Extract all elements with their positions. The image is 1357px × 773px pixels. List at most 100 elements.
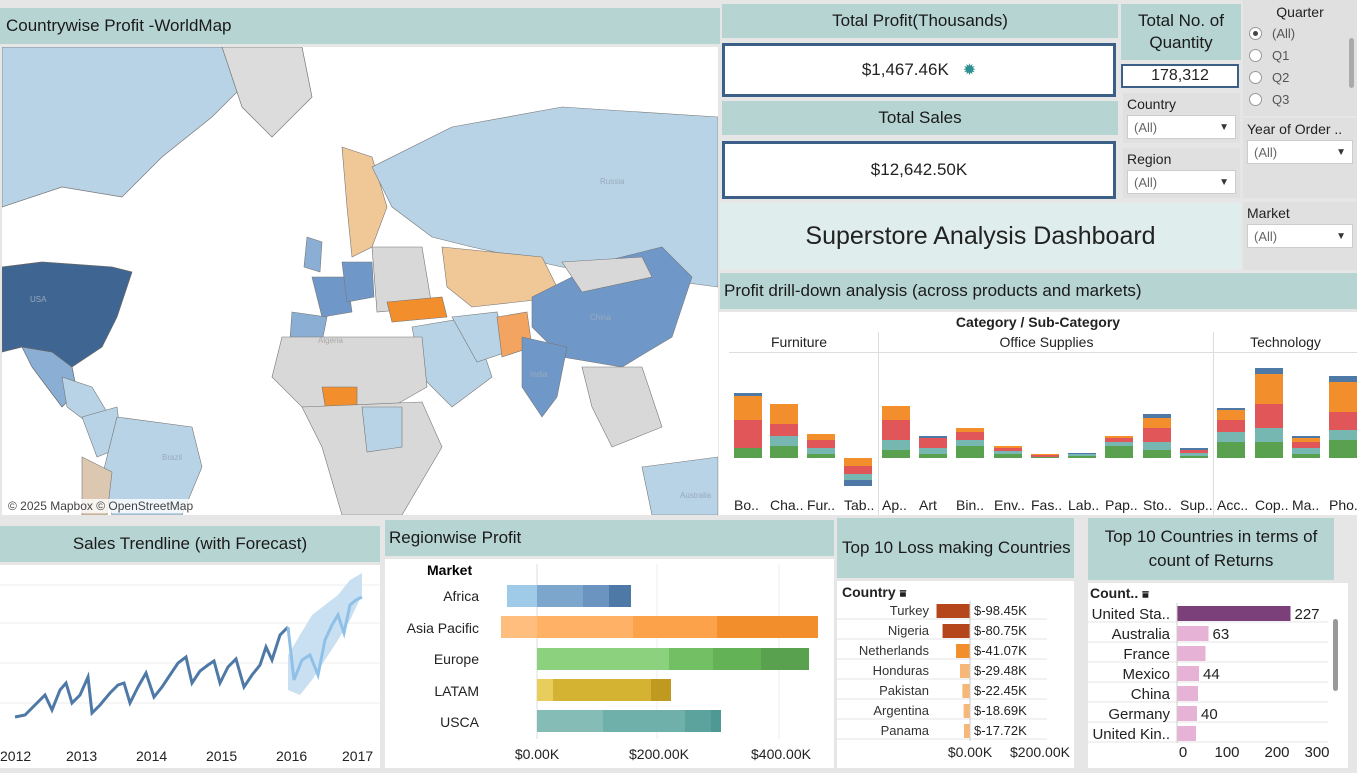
map-region-australia [641, 456, 718, 515]
year-dropdown[interactable]: (All) ▼ [1247, 140, 1353, 164]
market-filter: Market (All) ▼ [1243, 202, 1357, 270]
loss-value-0: $-98.45K [974, 603, 1027, 618]
loss-value-5: $-18.69K [974, 703, 1027, 718]
quarter-option-q1[interactable]: Q1 [1243, 44, 1357, 66]
dashboard-title: Superstore Analysis Dashboard [720, 203, 1241, 269]
returns-tick-1: 100 [1214, 744, 1239, 761]
map-label-usa: USA [30, 295, 47, 304]
returns-scrollbar[interactable] [1333, 619, 1338, 691]
subcat-label-1: Cha.. [770, 497, 803, 513]
total-profit-value: $1,467.46K [861, 60, 949, 79]
quarter-option-q3[interactable]: Q3 [1243, 88, 1357, 110]
quarter-option-all[interactable]: (All) [1243, 22, 1357, 44]
quarter-filter-label: Quarter [1276, 4, 1324, 20]
loss-tick-1: $200.00K [1010, 744, 1071, 760]
loss-bar-3 [959, 664, 970, 678]
returns-country-1: Australia [1112, 626, 1171, 643]
subcat-label-14: Cop.. [1255, 497, 1288, 513]
subcat-label-11: Sto.. [1143, 497, 1172, 513]
returns-bar-4 [1177, 686, 1198, 701]
map-label-australia: Australia [680, 491, 712, 500]
year-filter: Year of Order .. (All) ▼ [1243, 118, 1357, 198]
market-label-europe: Europe [434, 651, 479, 667]
forecast-line [286, 595, 363, 681]
returns-column-header[interactable]: Count.. ⩸ [1090, 585, 1149, 601]
country-dropdown[interactable]: (All) ▼ [1127, 115, 1236, 139]
returns-country-6: United Kin.. [1092, 726, 1170, 743]
returns-chart[interactable]: Count.. ⩸ United Sta.. 227 Australia 63 Fran… [1088, 583, 1348, 768]
map-label-china: China [590, 313, 611, 322]
subcat-label-4: Ap.. [882, 497, 907, 513]
returns-country-2: France [1123, 646, 1170, 663]
map-region-kazakhstan [441, 246, 563, 308]
subcat-label-7: Env.. [994, 497, 1025, 513]
region-dropdown[interactable]: (All) ▼ [1127, 170, 1236, 194]
quarter-filter: Quarter (All) Q1 Q2 Q3 [1243, 0, 1357, 116]
drill-bar-16 [1329, 376, 1357, 458]
returns-country-4: China [1131, 686, 1171, 703]
bar-asia-pacific [501, 616, 818, 638]
subcat-label-13: Acc.. [1217, 497, 1248, 513]
loss-country-3: Honduras [873, 663, 930, 678]
sort-icon[interactable]: ⩸ [899, 588, 907, 600]
returns-value-3: 44 [1203, 666, 1220, 683]
map-region-uk [303, 236, 323, 273]
market-filter-label: Market [1247, 205, 1290, 221]
map-attribution[interactable]: © 2025 Mapbox © OpenStreetMap [6, 499, 196, 513]
subcat-label-15: Ma.. [1292, 497, 1319, 513]
loss-country-0: Turkey [890, 603, 930, 618]
drilldown-title: Profit drill-down analysis (across produ… [720, 273, 1357, 309]
region-chart[interactable]: Market Africa Asia Pacific Europe LATAM … [385, 559, 834, 768]
drill-bar-5 [919, 436, 947, 458]
loss-bar-0 [936, 604, 970, 618]
trend-year-1: 2013 [66, 748, 97, 764]
region-filter-label: Region [1127, 151, 1172, 167]
drilldown-bars[interactable]: Bo.. Cha.. Fur.. Tab.. Ap.. Art Bin.. Env.. Fas.… [719, 352, 1357, 515]
region-title: Regionwise Profit [385, 520, 834, 556]
sales-line [14, 625, 290, 719]
drilldown-chart: Category / Sub-Category Furniture Office… [719, 312, 1357, 515]
returns-country-0: United Sta.. [1092, 606, 1170, 623]
region-filter: Region (All) ▼ [1123, 148, 1240, 198]
quarter-option-q2[interactable]: Q2 [1243, 66, 1357, 88]
cat-technology: Technology [1250, 334, 1321, 350]
drill-bar-3 [844, 458, 872, 486]
total-profit-title: Total Profit(Thousands) [722, 4, 1118, 38]
world-map[interactable]: USA Algeria China Russia Brazil Australi… [2, 47, 718, 515]
country-filter: Country (All) ▼ [1123, 93, 1240, 143]
map-label-india: India [530, 370, 548, 379]
bar-africa [507, 585, 631, 607]
returns-title: Top 10 Countries in terms of count of Re… [1088, 518, 1334, 580]
loss-country-5: Argentina [873, 703, 929, 718]
quarter-scrollbar[interactable] [1349, 38, 1354, 88]
chevron-down-icon: ▼ [1219, 121, 1229, 133]
subcat-label-2: Fur.. [807, 497, 835, 513]
sort-icon[interactable]: ⩸ [1142, 589, 1149, 601]
trend-chart[interactable]: 2012 2013 2014 2015 2016 2017 [0, 565, 380, 768]
loss-column-header[interactable]: Country ⩸ [842, 584, 907, 600]
market-label-usca: USCA [440, 714, 480, 730]
drill-bar-4 [882, 406, 910, 458]
drilldown-header: Category / Sub-Category [955, 314, 1121, 330]
chevron-down-icon: ▼ [1336, 230, 1346, 242]
drill-bar-14 [1255, 368, 1283, 458]
total-sales-box: $12,642.50K [722, 141, 1116, 199]
total-sales-value: $12,642.50K [870, 160, 968, 179]
quantity-value: 178,312 [1121, 64, 1239, 88]
loss-country-6: Panama [881, 723, 930, 738]
trend-year-0: 2012 [0, 748, 31, 764]
map-region-turkey [386, 296, 448, 323]
trend-title: Sales Trendline (with Forecast) [0, 526, 380, 562]
returns-bar-3 [1177, 666, 1199, 681]
returns-bar-1 [1177, 626, 1209, 641]
drill-bar-10 [1105, 436, 1133, 458]
total-profit-box: $1,467.46K ✹ [722, 43, 1116, 97]
market-label-latam: LATAM [434, 683, 479, 699]
returns-value-1: 63 [1213, 626, 1230, 643]
loss-value-2: $-41.07K [974, 643, 1027, 658]
market-dropdown[interactable]: (All) ▼ [1247, 224, 1353, 248]
loss-bar-4 [962, 684, 970, 698]
map-region-usa [2, 261, 133, 368]
loss-chart[interactable]: Country ⩸ Turkey $-98.45K Nigeria $-80.75K N… [837, 581, 1074, 768]
cat-furniture: Furniture [770, 334, 828, 350]
